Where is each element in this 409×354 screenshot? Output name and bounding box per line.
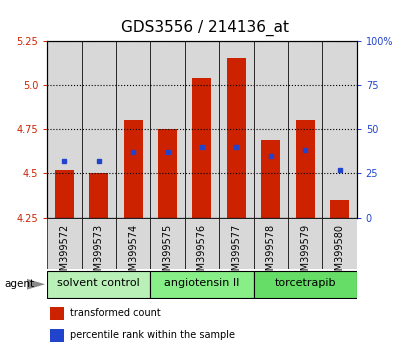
Bar (226, 58, 245, 218)
Bar (50, 307, 64, 320)
Text: GDS3556 / 214136_at: GDS3556 / 214136_at (121, 19, 288, 36)
Text: GSM399580: GSM399580 (334, 224, 344, 283)
Bar (124, 120, 142, 218)
Text: GSM399578: GSM399578 (265, 224, 275, 283)
Text: transformed count: transformed count (70, 308, 161, 318)
Bar (50, 329, 64, 342)
Text: solvent control: solvent control (57, 279, 140, 289)
Bar (287, 41, 321, 218)
Bar (81, 41, 116, 218)
Bar (184, 218, 218, 269)
Text: angiotensin II: angiotensin II (164, 279, 239, 289)
Text: agent: agent (4, 279, 34, 289)
Text: percentile rank within the sample: percentile rank within the sample (70, 330, 235, 340)
Text: GSM399576: GSM399576 (196, 224, 207, 283)
Bar (192, 78, 211, 218)
Text: GSM399574: GSM399574 (128, 224, 138, 283)
Text: torcetrapib: torcetrapib (274, 279, 335, 289)
Bar (321, 41, 356, 218)
Text: GSM399572: GSM399572 (59, 224, 69, 283)
Bar (253, 218, 287, 269)
Bar (329, 200, 348, 218)
Bar (261, 140, 279, 218)
Bar (150, 218, 184, 269)
Bar (47, 270, 150, 298)
Bar (116, 41, 150, 218)
Bar (287, 218, 321, 269)
Bar (150, 41, 184, 218)
Bar (218, 41, 253, 218)
Bar (116, 218, 150, 269)
Polygon shape (27, 279, 45, 290)
Bar (158, 129, 177, 218)
Bar (150, 270, 253, 298)
Bar (295, 120, 314, 218)
Text: GSM399573: GSM399573 (94, 224, 103, 283)
Text: GSM399579: GSM399579 (299, 224, 309, 283)
Bar (89, 173, 108, 218)
Bar (253, 270, 356, 298)
Text: GSM399575: GSM399575 (162, 224, 172, 283)
Bar (218, 218, 253, 269)
Bar (184, 41, 218, 218)
Text: GSM399577: GSM399577 (231, 224, 241, 283)
Bar (253, 41, 287, 218)
Bar (47, 41, 81, 218)
Bar (55, 170, 74, 218)
Bar (47, 218, 81, 269)
Bar (321, 218, 356, 269)
Bar (81, 218, 116, 269)
